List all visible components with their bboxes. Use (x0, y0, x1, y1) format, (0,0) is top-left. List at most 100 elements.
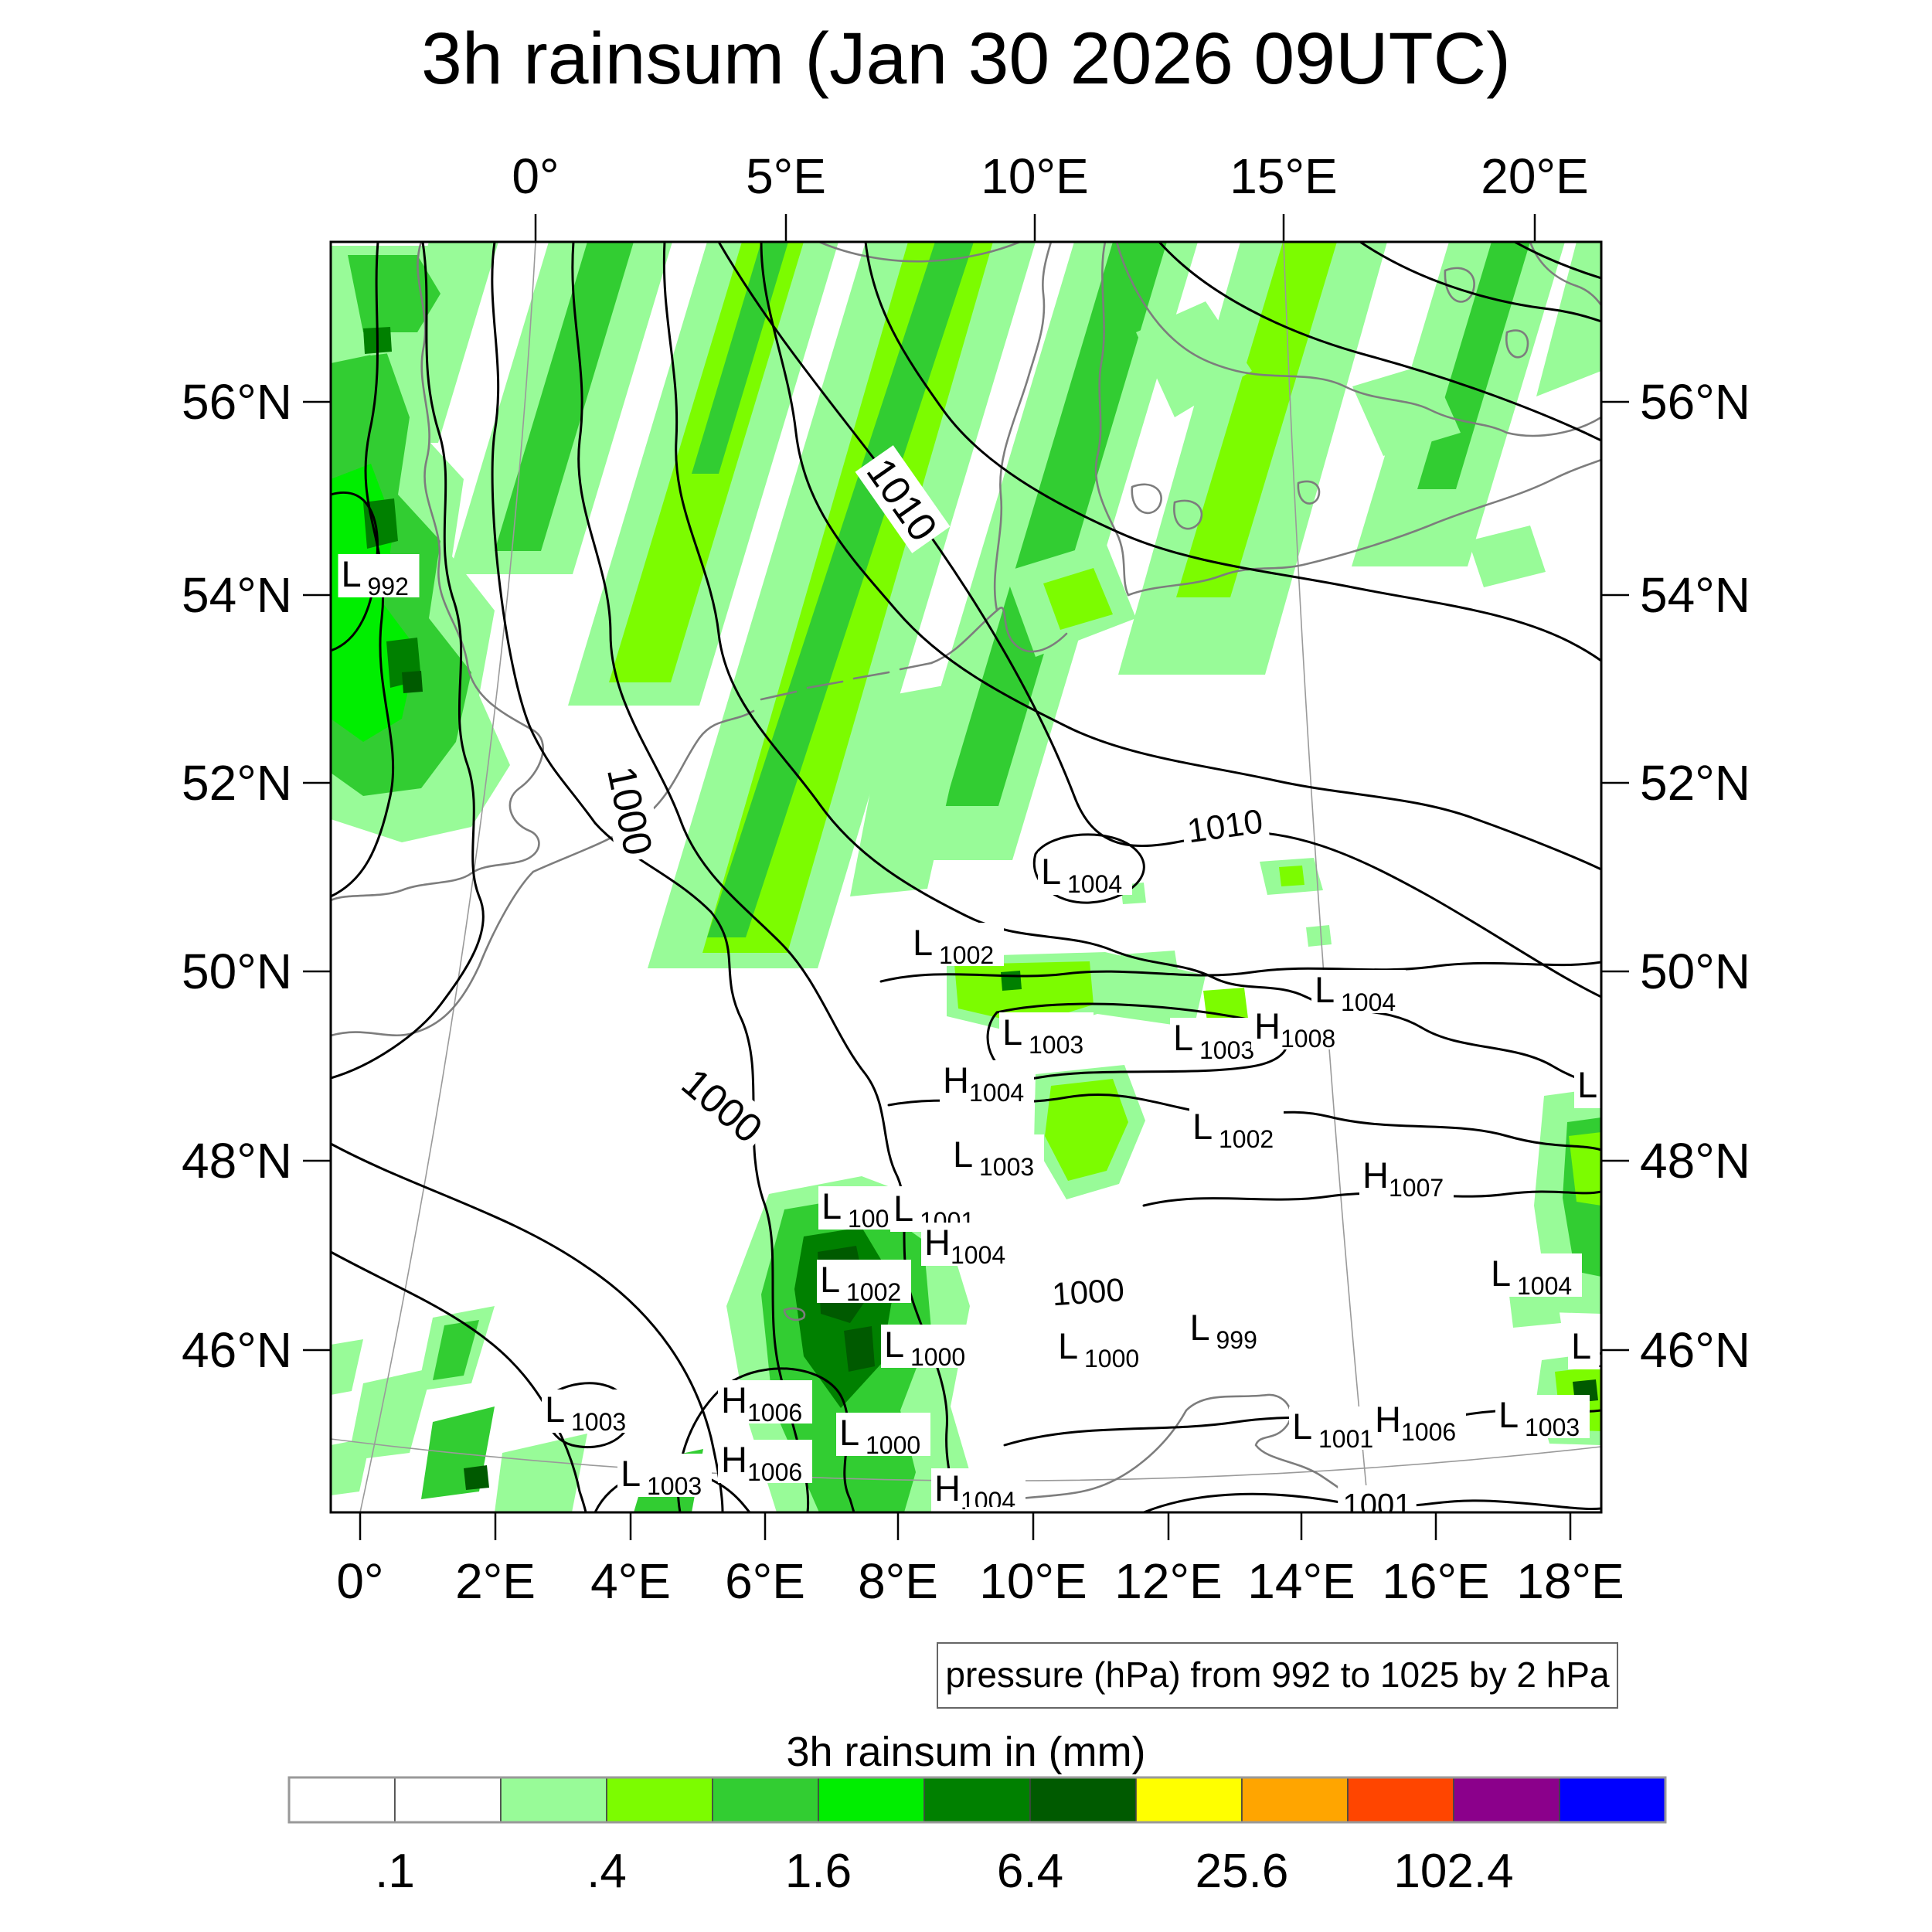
pressure-letter: L (1192, 1106, 1213, 1147)
label-box (1186, 1308, 1268, 1351)
bottom-axis-label: 18°E (1516, 1553, 1624, 1609)
pressure-letter: H (1362, 1155, 1389, 1196)
contour-line-label: 1001 (1338, 1485, 1417, 1512)
coast-oland (1505, 329, 1529, 359)
pressure-center-label-H1006: H 1006 (718, 1379, 812, 1427)
colorbar-tick-label: 102.4 (1393, 1845, 1513, 1898)
colorbar-cell (923, 1777, 1031, 1823)
label-box (940, 1060, 1034, 1104)
label-box (1170, 1018, 1264, 1061)
coast-german-bight (930, 607, 1068, 665)
pressure-center-label-L1000: L 1000 (881, 1324, 975, 1371)
label-box (965, 1507, 1060, 1512)
pressure-value: 1003 (979, 1153, 1034, 1181)
pressure-letter: L (1041, 851, 1061, 892)
pressure-center-label-L1000: L 1000 (836, 1412, 930, 1459)
left-axis-label: 56°N (182, 374, 292, 430)
label-box (1055, 1326, 1149, 1369)
right-axis-label: 50°N (1640, 944, 1750, 999)
pressure-center-label-L1001: L 1001 (1289, 1406, 1383, 1453)
colorbar-cell (394, 1777, 502, 1823)
top-axis-label: 20°E (1481, 148, 1588, 204)
label-box (1338, 1485, 1417, 1512)
rain-area (1569, 1132, 1601, 1206)
pressure-letter: L (884, 1324, 904, 1365)
rain-area (1279, 866, 1304, 886)
pressure-center-label-L1002: L 1002 (910, 922, 1004, 969)
pressure-letter: H (721, 1439, 747, 1480)
pressure-center-label-L1003: L 1003 (542, 1389, 636, 1436)
top-axis-label: 15°E (1230, 148, 1337, 204)
contour-line-label: 1000 (1046, 1269, 1131, 1314)
rain-shading-layer (331, 242, 1601, 1512)
contour-line-label: 1010 (1179, 799, 1270, 852)
coast-norway-south (818, 242, 1022, 263)
pressure-letter: H (943, 1060, 969, 1100)
colorbar-cell (288, 1777, 396, 1823)
pressure-letter: L (968, 1506, 988, 1547)
pressure-letter: L (1173, 1017, 1193, 1058)
pressure-value: 1007 (1389, 1174, 1444, 1202)
left-axis-label: 54°N (182, 567, 292, 623)
pressure-center-label-L1002: L 1002 (965, 1506, 1060, 1547)
contour-line-label: 1000 (669, 1055, 776, 1155)
pressure-value: 1006 (747, 1399, 802, 1427)
coast-wadden-islands (760, 662, 933, 701)
colorbar-cell (818, 1777, 925, 1823)
colorbar-cell (1453, 1777, 1560, 1823)
pressure-center-label-H1008: H 1008 (1251, 1005, 1345, 1053)
pressure-letter: H (924, 1222, 951, 1263)
label-box (338, 554, 420, 597)
pressure-letter: H (934, 1468, 961, 1509)
label-box (1359, 1155, 1454, 1199)
rain-area (944, 242, 1167, 806)
pressure-value: 1002 (1219, 1125, 1274, 1153)
colorbar-tick-label: 1.6 (785, 1845, 852, 1898)
coast-baltic-ne (1529, 242, 1601, 307)
rain-area (433, 1320, 479, 1380)
pressure-center-label-L1004: L 1004 (1574, 1064, 1601, 1108)
label-box (669, 1055, 776, 1155)
label-box (1189, 1107, 1284, 1150)
coast-france-north (331, 870, 535, 1037)
bottom-axis-label: 10°E (979, 1553, 1087, 1609)
pressure-center-label-L1004: L 1004 (1038, 851, 1132, 898)
colorbar-tick-label: 25.6 (1196, 1845, 1289, 1898)
coast-danish-isles (1131, 483, 1203, 530)
pressure-center-label-H1007: H 1007 (1359, 1155, 1454, 1202)
rain-area (495, 242, 634, 551)
colorbar-title: 3h rainsum in (mm) (786, 1729, 1145, 1775)
pressure-value: 1004 (951, 1241, 1005, 1269)
bottom-axis-label: 0° (336, 1553, 383, 1609)
label-box (1488, 1253, 1582, 1297)
rain-area (464, 1465, 489, 1490)
pressure-value: 1003 (1525, 1413, 1580, 1441)
pressure-letter: L (893, 1188, 913, 1229)
label-box (1251, 1006, 1345, 1049)
pressure-value: 1000 (1084, 1345, 1139, 1372)
colorbar-cells (287, 1776, 1667, 1824)
label-box (910, 923, 1004, 966)
pressure-value: 1004 (1517, 1272, 1572, 1300)
rain-area (844, 1326, 875, 1372)
pressure-center-label-L1003: L 1003 (999, 1012, 1094, 1059)
label-box (855, 445, 951, 553)
right-axis-label: 52°N (1640, 755, 1750, 811)
rain-area (331, 1339, 363, 1395)
pressure-center-label-L1004: L 1004 (1311, 969, 1406, 1016)
pressure-value: 999 (1216, 1326, 1257, 1354)
label-box (1289, 1406, 1383, 1450)
pressure-letter: L (1571, 1325, 1591, 1366)
top-axis-label: 10°E (981, 148, 1088, 204)
pressure-value: 1000 (910, 1343, 965, 1371)
right-axis-label: 46°N (1640, 1322, 1750, 1378)
label-box (718, 1380, 812, 1423)
pressure-value: 1003 (1029, 1031, 1083, 1059)
pressure-value: 1005 (1597, 1345, 1652, 1372)
label-box (1038, 852, 1132, 895)
pressure-value: 1006 (747, 1458, 802, 1486)
label-box (817, 1260, 911, 1303)
coastline-layer (331, 242, 1601, 1512)
